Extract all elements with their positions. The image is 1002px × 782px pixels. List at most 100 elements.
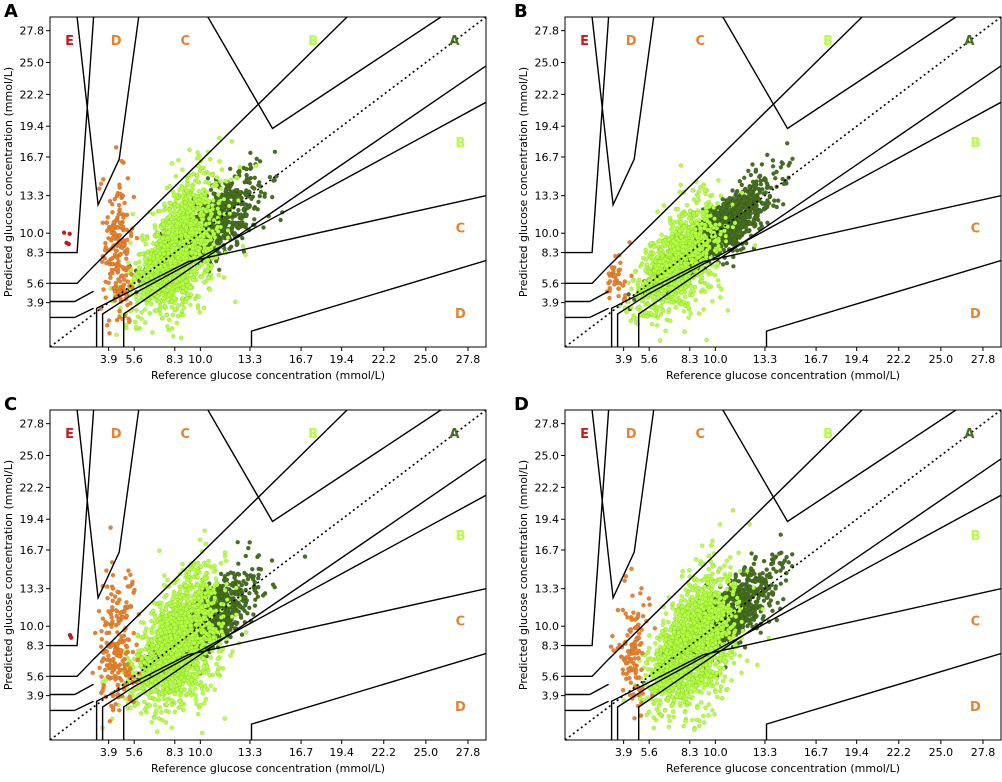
- scatter-point: [175, 250, 180, 256]
- scatter-point: [165, 235, 170, 241]
- scatter-point: [717, 205, 722, 211]
- scatter-point: [179, 183, 184, 189]
- scatter-point: [211, 242, 216, 247]
- scatter-point: [125, 176, 131, 181]
- scatter-point: [165, 324, 170, 329]
- scatter-point: [206, 234, 212, 239]
- scatter-point: [110, 261, 115, 267]
- scatter-point: [196, 197, 202, 202]
- axes-frame: [49, 16, 487, 348]
- scatter-point: [709, 192, 715, 198]
- scatter-point: [224, 214, 230, 220]
- scatter-point: [715, 213, 721, 219]
- scatter-point: [206, 171, 211, 176]
- scatter-point: [150, 330, 155, 335]
- scatter-point: [763, 204, 768, 209]
- x-tick-label: 22.2: [372, 353, 397, 366]
- scatter-point: [745, 214, 750, 220]
- scatter-point: [657, 238, 663, 243]
- scatter-point: [710, 298, 715, 304]
- scatter-point: [155, 233, 160, 238]
- scatter-point: [187, 244, 192, 249]
- scatter-point: [727, 208, 732, 213]
- scatter-point: [228, 177, 234, 183]
- scatter-point: [141, 291, 146, 296]
- panel-A: 3.9 5.6 8.3 10.0 13.3 16.7 19.4 22.2 25.0 27.83.9…: [2, 1, 487, 382]
- scatter-point: [137, 259, 142, 265]
- scatter-point: [205, 268, 210, 274]
- scatter-point: [110, 255, 115, 261]
- scatter-point: [206, 204, 211, 209]
- scatter-point: [748, 189, 753, 194]
- scatter-point: [167, 292, 172, 298]
- x-tick-label: 3.9: [100, 353, 118, 366]
- scatter-point: [231, 211, 237, 216]
- scatter-point: [214, 183, 220, 188]
- scatter-point: [162, 201, 167, 207]
- scatter-point: [149, 301, 154, 307]
- scatter-point: [142, 307, 148, 312]
- scatter-point: [233, 299, 238, 305]
- scatter-point: [206, 227, 211, 232]
- scatter-point: [226, 199, 231, 204]
- scatter-point: [125, 302, 130, 308]
- scatter-point: [194, 172, 200, 178]
- scatter-point: [741, 221, 746, 226]
- scatter-point: [124, 237, 130, 243]
- scatter-point: [181, 284, 186, 290]
- scatter-point: [781, 181, 787, 187]
- y-tick-label: 25.0: [20, 57, 45, 70]
- scatter-point: [151, 256, 156, 262]
- scatter-point: [267, 174, 273, 180]
- scatter-point: [753, 182, 758, 188]
- scatter-point: [756, 210, 761, 215]
- scatter-point: [195, 237, 201, 242]
- scatter-point: [673, 305, 678, 310]
- scatter-point: [225, 228, 231, 233]
- scatter-point: [165, 243, 170, 248]
- scatter-point: [655, 209, 660, 214]
- scatter-point: [778, 165, 784, 170]
- x-tick-label: 19.4: [329, 353, 354, 366]
- scatter-point: [145, 289, 151, 295]
- scatter-point: [705, 282, 710, 287]
- scatter-point: [157, 251, 162, 256]
- scatter-point: [104, 322, 110, 328]
- scatter-point: [732, 237, 737, 242]
- scatter-point: [712, 248, 718, 253]
- scatter-point: [765, 152, 770, 158]
- scatter-point: [220, 205, 226, 210]
- scatter-point: [97, 186, 102, 191]
- scatter-point: [133, 319, 138, 325]
- scatter-point: [242, 202, 247, 207]
- scatter-point: [686, 315, 691, 320]
- scatter-point: [128, 230, 134, 236]
- y-tick-label: 27.8: [20, 25, 45, 38]
- scatter-point: [105, 228, 110, 233]
- scatter-point: [773, 175, 778, 181]
- scatter-point: [114, 255, 120, 261]
- scatter-point: [176, 212, 181, 217]
- scatter-point: [723, 233, 729, 239]
- scatter-point: [180, 275, 185, 281]
- scatter-point: [667, 318, 673, 324]
- scatter-point: [770, 164, 776, 169]
- scatter-point: [166, 250, 171, 256]
- scatter-point: [160, 315, 166, 321]
- scatter-point: [188, 285, 193, 290]
- x-tick-label: 16.7: [289, 353, 314, 366]
- y-tick-label: 3.9: [27, 297, 45, 310]
- scatter-point: [237, 169, 242, 175]
- scatter-point: [103, 295, 108, 300]
- scatter-point: [201, 171, 207, 176]
- scatter-point: [169, 161, 175, 166]
- scatter-point: [663, 298, 669, 304]
- scatter-point: [674, 236, 680, 241]
- scatter-point: [147, 260, 153, 265]
- zone-boundary: [74, 307, 94, 319]
- scatter-point: [223, 188, 229, 193]
- scatter-point: [110, 235, 116, 240]
- scatter-point: [696, 189, 702, 194]
- scatter-point: [193, 219, 198, 225]
- scatter-point: [770, 158, 776, 163]
